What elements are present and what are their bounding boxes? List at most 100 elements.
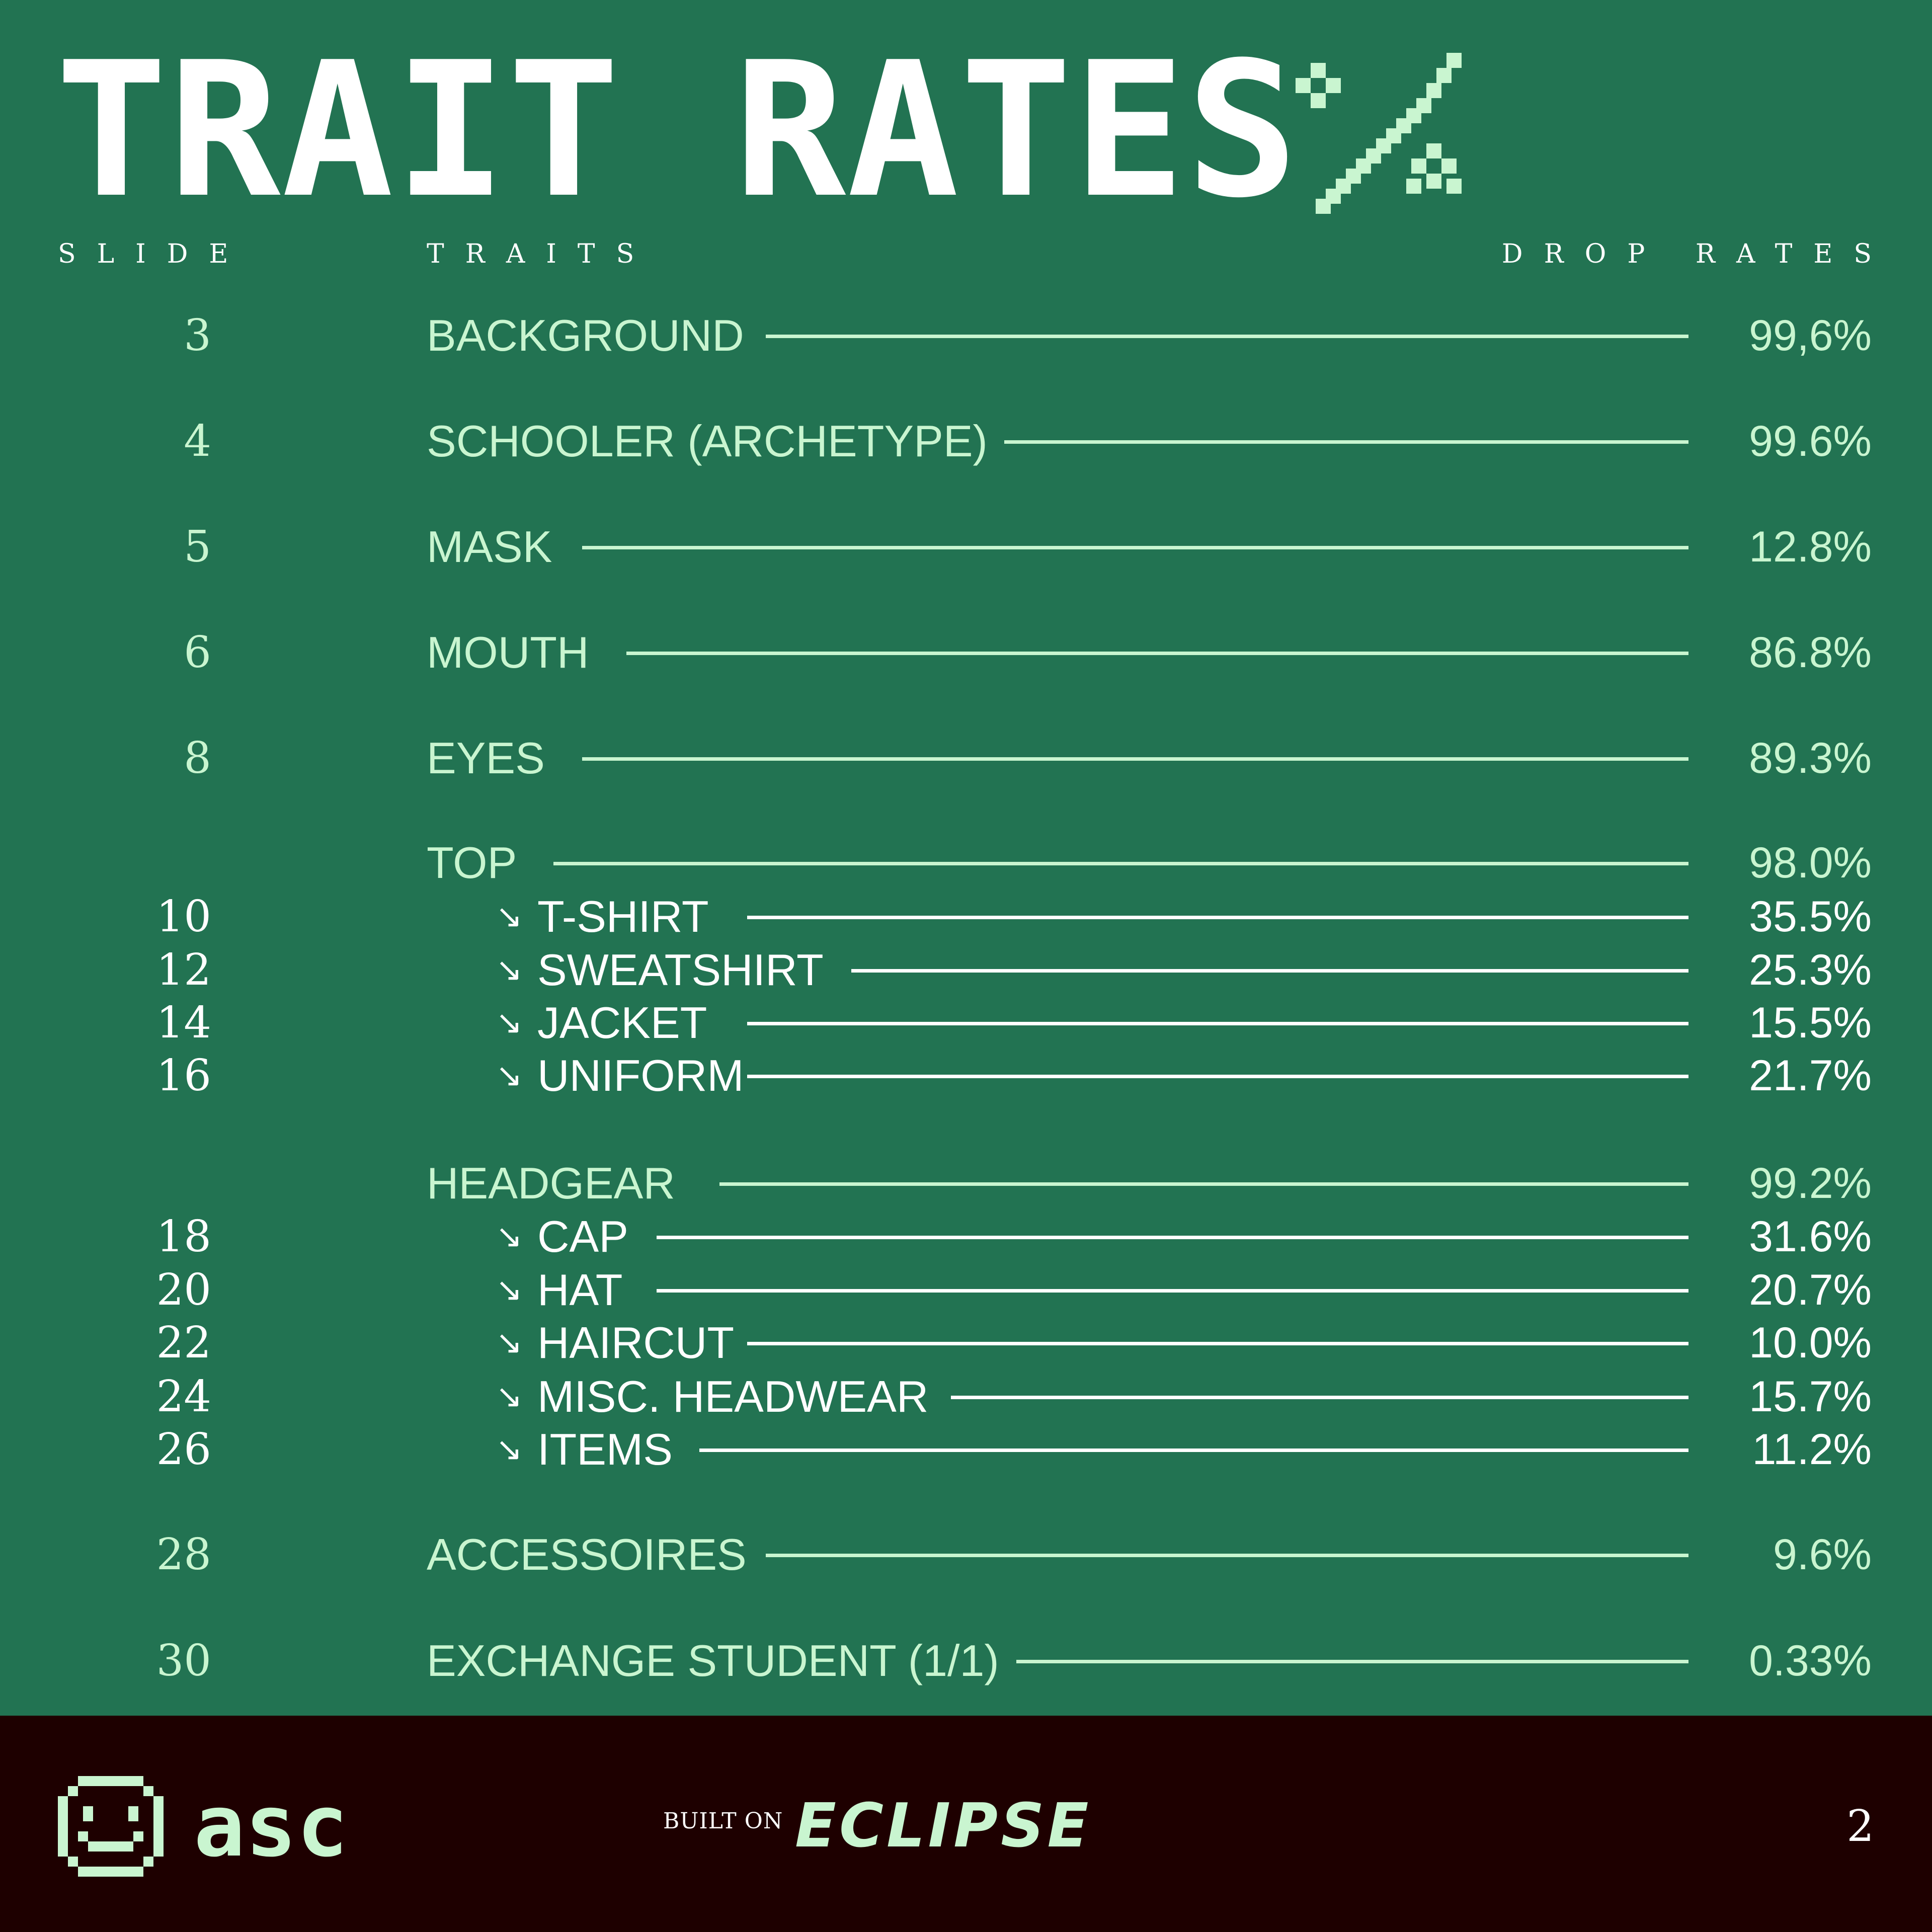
smiley-face-icon: [58, 1776, 164, 1877]
arrow-down-right-icon: ↘: [496, 1218, 523, 1255]
page-title: TRAIT RATES: [55, 23, 1300, 239]
arrow-down-right-icon: ↘: [496, 1324, 523, 1361]
arrow-down-right-icon: ↘: [496, 951, 523, 989]
drop-rate: 9.6%: [1773, 1531, 1872, 1579]
leader-line: [766, 335, 1688, 338]
subtrait-row: 20 ↘ HAT 20.7%: [0, 1265, 1932, 1315]
leader-line: [747, 916, 1688, 919]
trait-row: 3 BACKGROUND 99,6%: [0, 310, 1932, 361]
percent-pixel-icon: [1296, 53, 1462, 214]
arrow-down-right-icon: ↘: [496, 1378, 523, 1415]
subtrait-row: 14 ↘ JACKET 15.5%: [0, 998, 1932, 1048]
trait-label: TOP: [427, 838, 517, 888]
trait-label: SCHOOLER (ARCHETYPE): [427, 416, 988, 466]
subtrait-row: 22 ↘ HAIRCUT 10.0%: [0, 1318, 1932, 1368]
leader-line: [657, 1236, 1688, 1239]
leader-line: [719, 1182, 1688, 1186]
slide-number: 6: [184, 627, 211, 678]
trait-label: MISC. HEADWEAR: [537, 1372, 929, 1421]
leader-line: [582, 757, 1688, 761]
subtrait-row: 24 ↘ MISC. HEADWEAR 15.7%: [0, 1372, 1932, 1422]
drop-rate: 99.6%: [1749, 417, 1872, 465]
slide-main: TRAIT RATES: [0, 38, 1932, 1686]
trait-row: 5 MASK 12.8%: [0, 522, 1932, 572]
trait-row: 30 EXCHANGE STUDENT (1/1) 0.33%: [0, 1636, 1932, 1686]
drop-rate: 11.2%: [1752, 1425, 1872, 1474]
subtrait-row: 26 ↘ ITEMS 11.2%: [0, 1424, 1932, 1475]
arrow-down-right-icon: ↘: [496, 1004, 523, 1041]
column-header-slide: SLIDE: [58, 239, 250, 269]
drop-rate: 35.5%: [1749, 893, 1872, 941]
drop-rate: 12.8%: [1749, 523, 1872, 571]
slide-number: 4: [184, 416, 211, 466]
drop-rate: 10.0%: [1749, 1319, 1872, 1367]
leader-line: [553, 862, 1688, 865]
trait-row: 4 SCHOOLER (ARCHETYPE) 99.6%: [0, 416, 1932, 466]
arrow-down-right-icon: ↘: [496, 1057, 523, 1094]
trait-label: EYES: [427, 733, 545, 783]
trait-row: TOP 98.0%: [0, 838, 1932, 888]
subtrait-row: 10 ↘ T-SHIRT 35.5%: [0, 892, 1932, 942]
leader-line: [951, 1396, 1688, 1399]
leader-line: [699, 1448, 1688, 1452]
leader-line: [851, 969, 1688, 973]
slide-number: 8: [184, 733, 211, 783]
trait-label: ACCESSOIRES: [427, 1530, 747, 1579]
leader-line: [582, 546, 1688, 549]
subtrait-row: 16 ↘ UNIFORM 21.7%: [0, 1051, 1932, 1101]
slide-number: 16: [156, 1051, 211, 1101]
drop-rate: 99,6%: [1749, 311, 1872, 360]
trait-label: MASK: [427, 522, 552, 572]
drop-rate: 89.3%: [1749, 734, 1872, 782]
trait-label: EXCHANGE STUDENT (1/1): [427, 1636, 999, 1685]
leader-line: [657, 1289, 1688, 1293]
drop-rate: 31.6%: [1749, 1213, 1872, 1261]
trait-label: CAP: [537, 1212, 628, 1261]
leader-line: [747, 1022, 1688, 1025]
slide-number: 24: [156, 1372, 211, 1422]
trait-label: HAT: [537, 1265, 623, 1315]
drop-rate: 25.3%: [1749, 946, 1872, 994]
trait-label: ITEMS: [537, 1424, 673, 1474]
drop-rate: 0.33%: [1749, 1637, 1872, 1685]
arrow-down-right-icon: ↘: [496, 898, 523, 935]
slide-number: 12: [156, 945, 211, 995]
slide-number: 22: [156, 1318, 211, 1368]
trait-label: JACKET: [537, 998, 707, 1048]
slide-number: 26: [156, 1424, 211, 1475]
arrow-down-right-icon: ↘: [496, 1431, 523, 1468]
leader-line: [747, 1342, 1688, 1345]
drop-rate: 21.7%: [1749, 1052, 1872, 1100]
slide-number: 14: [156, 998, 211, 1048]
slide-number: 18: [156, 1212, 211, 1262]
arrow-down-right-icon: ↘: [496, 1271, 523, 1309]
slide-number: 30: [156, 1636, 211, 1686]
leader-line: [766, 1554, 1688, 1557]
trait-label: SWEATSHIRT: [537, 945, 824, 995]
trait-row: 28 ACCESSOIRES 9.6%: [0, 1530, 1932, 1580]
subtrait-row: 12 ↘ SWEATSHIRT 25.3%: [0, 945, 1932, 995]
leader-line: [626, 652, 1688, 655]
trait-row: 6 MOUTH 86.8%: [0, 627, 1932, 678]
drop-rate: 20.7%: [1749, 1266, 1872, 1314]
slide-number: 3: [184, 310, 211, 361]
leader-line: [1004, 440, 1688, 444]
title-container: TRAIT RATES: [55, 38, 1299, 224]
subtrait-row: 18 ↘ CAP 31.6%: [0, 1212, 1932, 1262]
drop-rate: 98.0%: [1749, 839, 1872, 887]
drop-rate: 15.7%: [1749, 1373, 1872, 1421]
slide-number: 10: [156, 892, 211, 942]
logo-wordmark: asc: [194, 1777, 349, 1876]
trait-label: HAIRCUT: [537, 1318, 735, 1367]
footer: asc BUILT ON ECLIPSE 2: [0, 1716, 1932, 1932]
trait-label: UNIFORM: [537, 1051, 744, 1100]
trait-label: T-SHIRT: [537, 892, 709, 941]
built-on-label: BUILT ON: [663, 1808, 783, 1834]
slide-number: 28: [156, 1530, 211, 1580]
drop-rate: 86.8%: [1749, 628, 1872, 677]
column-header-drop-rates: DROP RATES: [1501, 239, 1893, 269]
trait-label: HEADGEAR: [427, 1158, 675, 1208]
leader-line: [747, 1075, 1688, 1078]
trait-label: BACKGROUND: [427, 310, 744, 360]
trait-label: MOUTH: [427, 627, 589, 677]
